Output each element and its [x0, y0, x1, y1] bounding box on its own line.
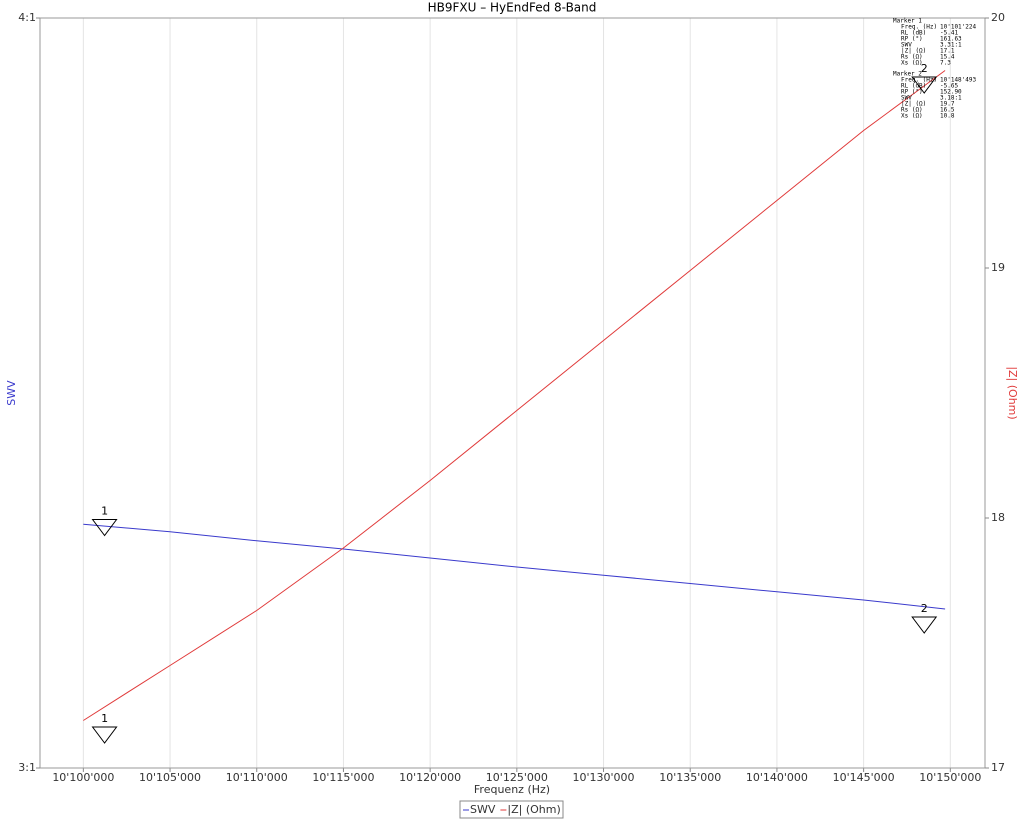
- marker-label: 1: [101, 505, 108, 518]
- y2-tick-label: 17: [991, 761, 1005, 774]
- x-tick-label: 10'140'000: [746, 771, 808, 784]
- x-tick-label: 10'125'000: [486, 771, 548, 784]
- marker-info-key: Xs (Ω): [901, 60, 923, 67]
- marker-triangle: [911, 616, 938, 634]
- x-tick-label: 10'100'000: [52, 771, 114, 784]
- marker-info-title: Marker 2: [893, 71, 922, 78]
- marker-info-key: Freq. (Hz): [901, 24, 937, 31]
- marker-info-key: |Z| (Ω): [901, 101, 926, 108]
- marker-info-value: 3.31:1: [940, 42, 962, 49]
- y-tick-label: 4:1: [18, 11, 36, 24]
- y2-tick-label: 20: [991, 11, 1005, 24]
- marker-info-value: 152.90: [940, 89, 962, 96]
- plot-frame: [39, 17, 986, 769]
- y2-tick-label: 18: [991, 511, 1005, 524]
- y-tick-label: 3:1: [18, 761, 36, 774]
- marker-info-value: 3.18:1: [940, 95, 962, 102]
- marker-triangle: [911, 76, 938, 94]
- marker-info-key: |Z| (Ω): [901, 48, 926, 55]
- x-tick-label: 10'130'000: [573, 771, 635, 784]
- x-tick-label: 10'105'000: [139, 771, 201, 784]
- marker-label: 2: [921, 602, 928, 615]
- legend-label: SWV: [470, 803, 496, 816]
- marker-info-value: -5.65: [940, 83, 958, 90]
- series-line: [83, 523, 946, 610]
- marker-info-key: Rs (Ω): [901, 54, 923, 61]
- chart-title: HB9FXU – HyEndFed 8-Band: [428, 1, 597, 15]
- marker-info-key: Rs (Ω): [901, 107, 923, 114]
- x-tick-label: 10'120'000: [399, 771, 461, 784]
- marker-info-key: SWV: [901, 95, 912, 102]
- series-line: [83, 70, 946, 721]
- marker-info-key: Freq. (Hz): [901, 77, 937, 84]
- marker-info-value: 17.1: [940, 48, 955, 55]
- marker-triangle: [91, 519, 118, 537]
- x-tick-label: 10'150'000: [919, 771, 981, 784]
- x-tick-label: 10'135'000: [659, 771, 721, 784]
- x-tick-label: 10'110'000: [226, 771, 288, 784]
- marker-info-value: 10'148'493: [940, 77, 977, 84]
- marker-info-value: 161.63: [940, 36, 962, 43]
- marker-info-key: SWV: [901, 42, 912, 49]
- marker-info-value: -5.41: [940, 30, 958, 37]
- y2-axis-label: |Z| (Ohm): [1006, 366, 1019, 419]
- marker-label: 2: [921, 62, 928, 75]
- marker-info-title: Marker 1: [893, 18, 922, 25]
- marker-info-value: 16.5: [940, 107, 955, 114]
- marker-info-key: RP (°): [901, 36, 923, 43]
- marker-info-value: 15.4: [940, 54, 955, 61]
- marker-triangle: [91, 726, 118, 744]
- y2-tick-label: 19: [991, 261, 1005, 274]
- marker-info-key: RL (dB): [901, 30, 926, 37]
- marker-info-key: RP (°): [901, 89, 923, 96]
- marker-info-value: 19.7: [940, 101, 955, 108]
- y-axis-label: SWV: [5, 380, 18, 406]
- marker-info-value: 7.3: [940, 60, 951, 67]
- marker-info-key: Xs (Ω): [901, 113, 923, 120]
- marker-info-value: 10'101'224: [940, 24, 977, 31]
- x-axis-label: Frequenz (Hz): [474, 783, 550, 796]
- x-tick-label: 10'115'000: [312, 771, 374, 784]
- marker-label: 1: [101, 712, 108, 725]
- marker-info-key: RL (dB): [901, 83, 926, 90]
- legend: [459, 800, 564, 819]
- x-tick-label: 10'145'000: [833, 771, 895, 784]
- marker-info-value: 10.8: [940, 113, 955, 120]
- legend-label: |Z| (Ohm): [507, 803, 560, 816]
